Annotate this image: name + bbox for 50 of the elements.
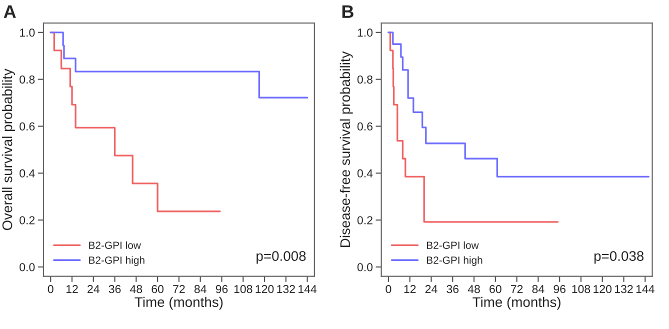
x-tick-label: 72: [510, 285, 523, 294]
x-tick-label: 132: [277, 285, 295, 294]
y-axis-title: Disease-free survival probability: [340, 51, 353, 247]
y-tick-label: 1.0: [20, 28, 35, 37]
x-tick-label: 120: [594, 285, 612, 294]
chart-title: B: [342, 5, 354, 18]
x-tick-label: 132: [615, 285, 633, 294]
x-tick-label: 120: [256, 285, 274, 294]
y-tick-label: 1.0: [358, 28, 373, 37]
x-tick-label: 96: [554, 285, 566, 294]
legend-label: B2-GPI low: [426, 241, 479, 249]
legend-label: B2-GPI high: [426, 256, 482, 266]
x-tick-label: 12: [404, 285, 416, 294]
x-tick-label: 96: [216, 285, 228, 294]
x-axis-title: Time (months): [472, 296, 560, 310]
x-tick-label: 144: [298, 285, 317, 294]
x-tick-label: 84: [194, 285, 206, 294]
x-axis-title: Time (months): [134, 296, 223, 310]
y-tick-label: 0.4: [20, 169, 35, 178]
x-tick-label: 108: [234, 285, 252, 294]
y-tick-label: 0.6: [357, 122, 372, 131]
x-tick-label: 0: [386, 285, 392, 294]
x-tick-label: 36: [108, 285, 121, 294]
y-tick-label: 0.4: [357, 169, 373, 178]
x-tick-label: 12: [66, 285, 78, 294]
y-tick-label: 0.0: [357, 263, 373, 272]
x-tick-label: 84: [532, 285, 544, 294]
y-tick-label: 0.6: [20, 122, 35, 131]
x-tick-label: 144: [636, 285, 654, 294]
x-tick-label: 24: [425, 285, 438, 294]
y-tick-label: 0.2: [20, 216, 35, 224]
x-tick-label: 108: [572, 285, 590, 294]
y-tick-label: 0.2: [357, 216, 372, 224]
chart-title: A: [4, 5, 16, 18]
legend-label: B2-GPI high: [89, 256, 144, 266]
y-tick-label: 0.8: [20, 75, 35, 84]
annotation: p=0.008: [256, 251, 306, 264]
x-tick-label: 36: [446, 285, 459, 294]
y-tick-label: 0.0: [20, 263, 35, 272]
y-tick-label: 0.8: [357, 75, 372, 84]
x-tick-label: 48: [130, 285, 142, 294]
annotation: p=0.038: [594, 251, 644, 264]
x-tick-label: 48: [468, 285, 480, 294]
x-tick-label: 24: [88, 285, 100, 294]
x-tick-label: 0: [48, 285, 54, 294]
y-axis-title: Overall survival probability: [2, 68, 15, 230]
legend-label: B2-GPI low: [89, 241, 141, 249]
x-tick-label: 72: [173, 285, 185, 294]
x-tick-label: 60: [152, 285, 164, 294]
x-tick-label: 60: [490, 285, 502, 294]
